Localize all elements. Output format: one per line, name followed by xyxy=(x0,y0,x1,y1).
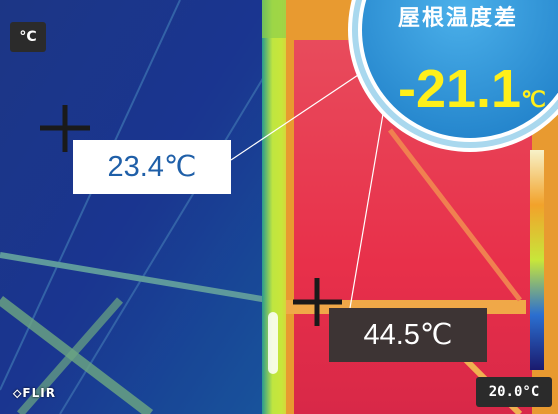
cold-roof-edge xyxy=(16,297,124,414)
cold-roof-shade xyxy=(0,0,268,414)
flir-logo: ⬦FLIR xyxy=(13,386,56,400)
cold-roof-region xyxy=(0,0,268,414)
unit-indicator: °C xyxy=(10,22,46,52)
crosshair-cold xyxy=(40,105,90,152)
hot-temp-callout: 44.5℃ xyxy=(329,308,487,362)
badge-disc xyxy=(362,0,558,138)
badge-value: -21.1 xyxy=(398,59,522,119)
badge-value-group: -21.1℃ xyxy=(398,58,546,120)
cold-roof-edge xyxy=(0,252,269,303)
scale-min-label: 20.0°C xyxy=(476,377,552,407)
hot-roof-diagonal xyxy=(388,128,522,302)
badge-unit: ℃ xyxy=(521,87,546,112)
hot-spot xyxy=(268,312,278,374)
cold-temp-callout: 23.4℃ xyxy=(73,140,231,194)
temperature-scale-bar xyxy=(530,150,544,370)
cold-roof-diagonal xyxy=(59,69,269,414)
badge-title: 屋根温度差 xyxy=(398,6,519,31)
crosshair-hot xyxy=(293,278,342,326)
